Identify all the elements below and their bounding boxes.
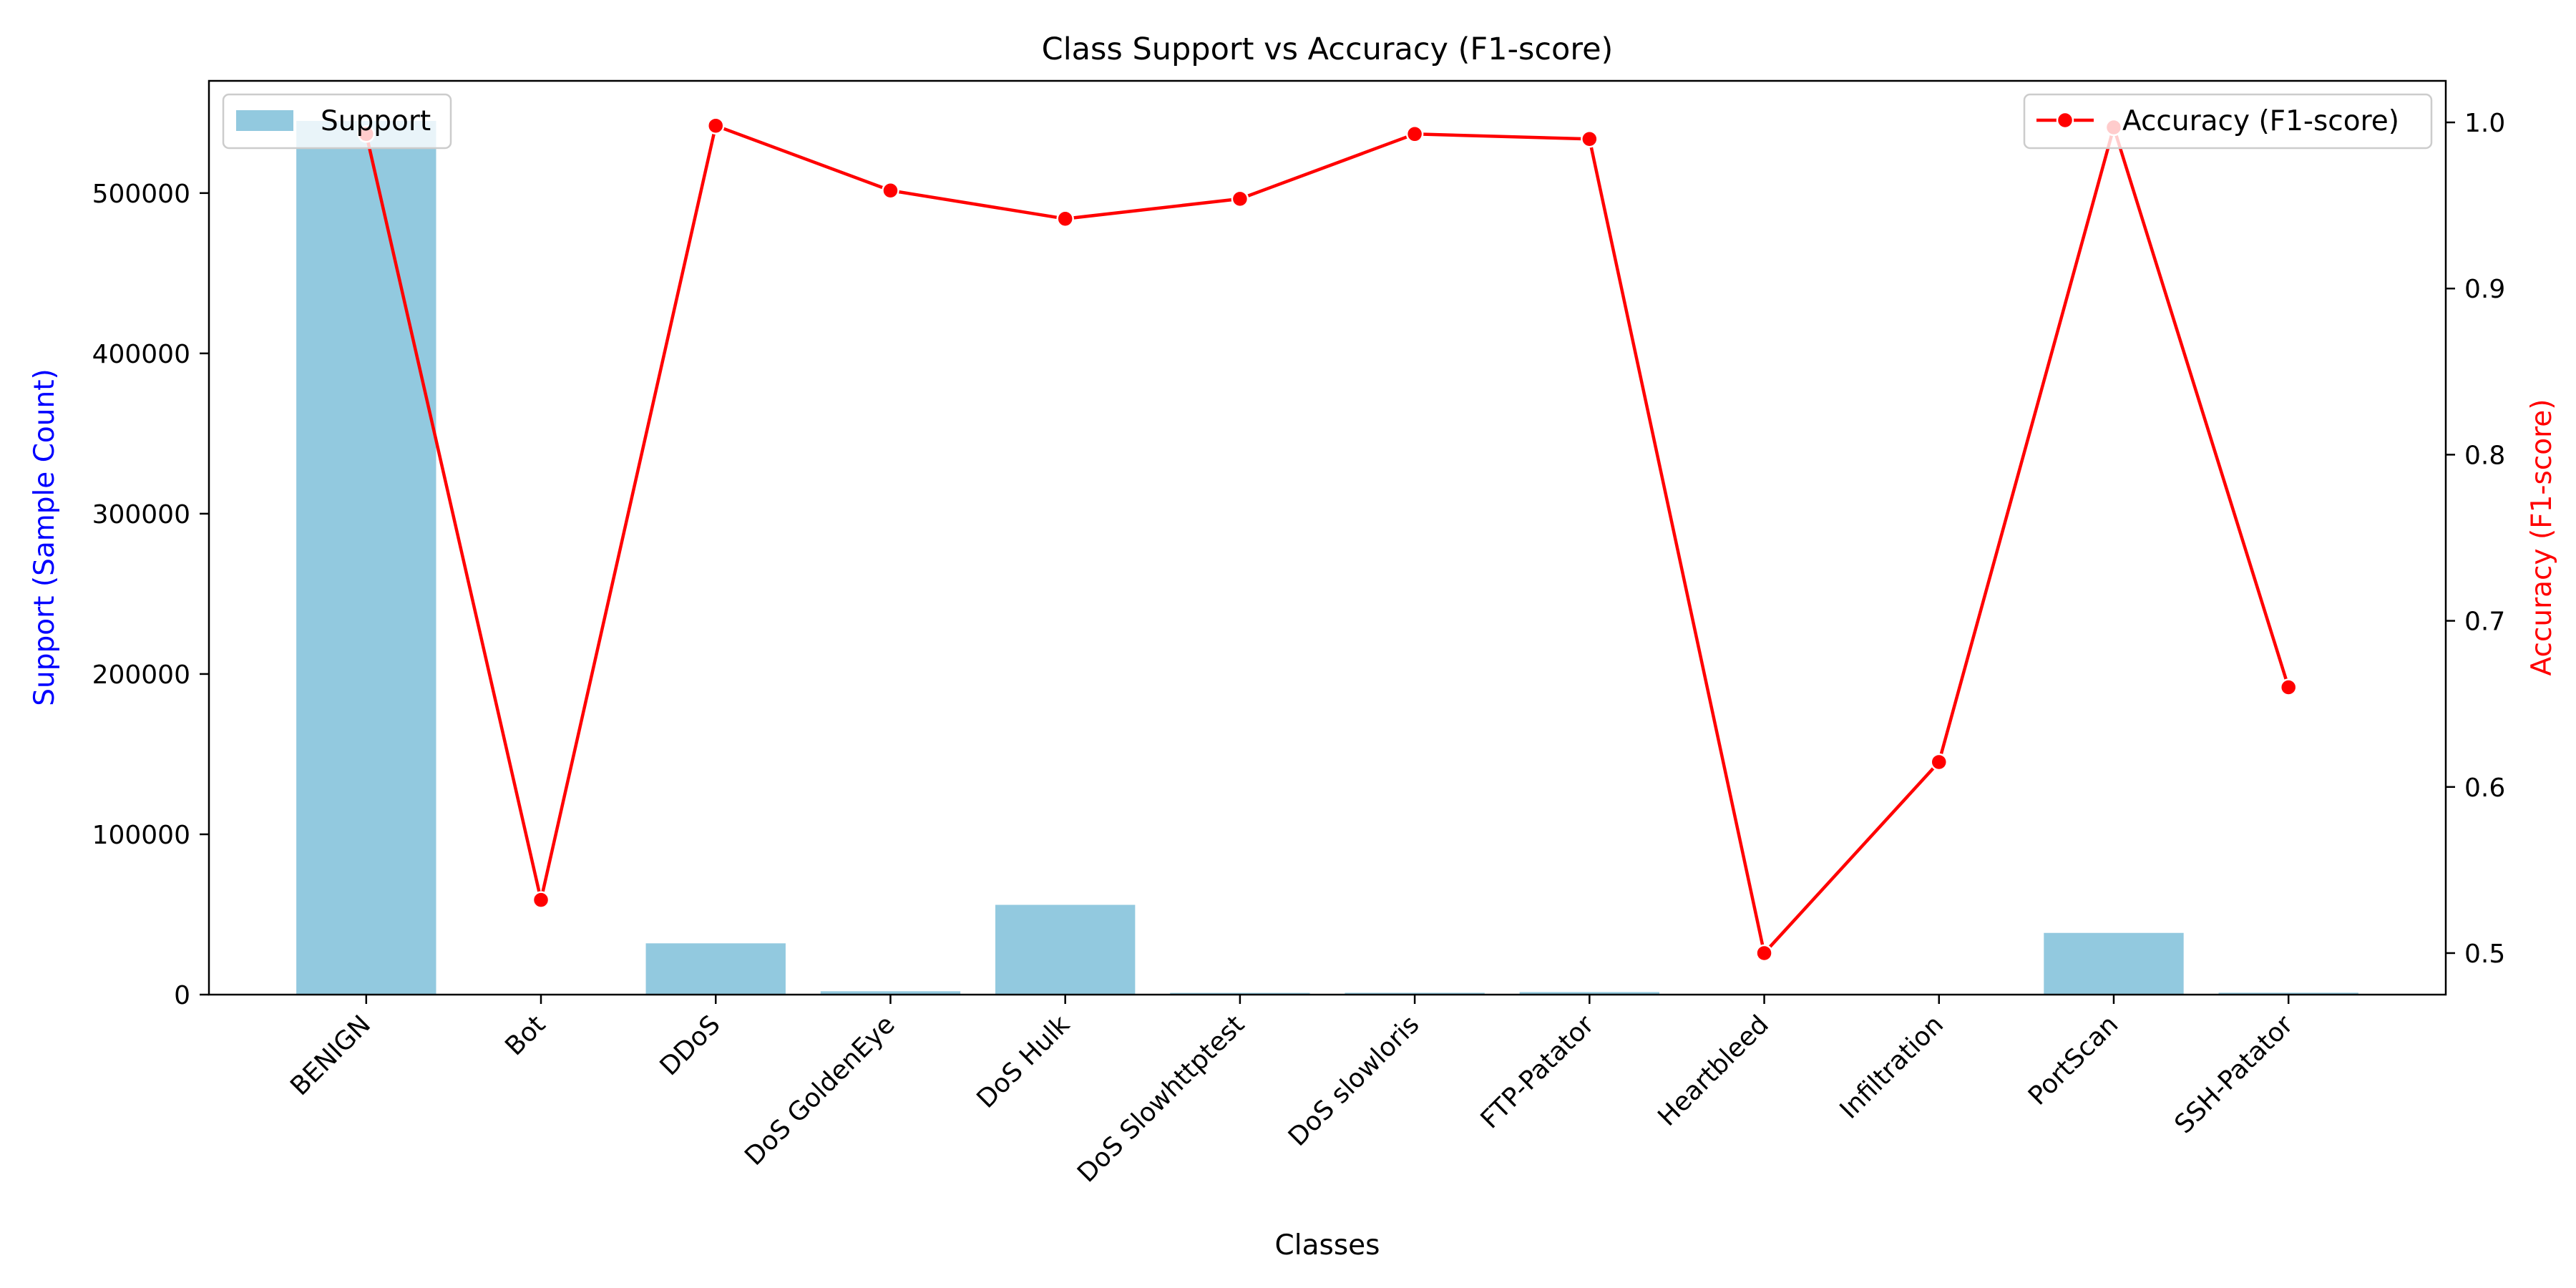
right-axis: 0.5 0.6 0.7 0.8 0.9 1.0 bbox=[2446, 109, 2505, 969]
left-tick-label-0: 0 bbox=[174, 981, 190, 1010]
right-tick-label-0-6: 0.6 bbox=[2464, 774, 2505, 803]
right-tick-label-0-5: 0.5 bbox=[2464, 940, 2505, 969]
bar-dos-hulk bbox=[995, 904, 1136, 995]
legend-accuracy-frame bbox=[2023, 93, 2433, 150]
legend-support-swatch bbox=[236, 110, 293, 131]
bar-ssh-patator bbox=[2218, 992, 2358, 995]
left-tick-label-200000: 200000 bbox=[92, 660, 190, 690]
left-tick-label-300000: 300000 bbox=[92, 500, 190, 530]
legend-accuracy-marker bbox=[2056, 111, 2074, 130]
left-tick-label-500000: 500000 bbox=[92, 180, 190, 209]
bar-dos-goldeneye bbox=[820, 991, 961, 995]
bar-portscan bbox=[2044, 932, 2184, 995]
bar-dos-slowloris bbox=[1345, 992, 1485, 995]
right-axis-title: Accuracy (F1-score) bbox=[2526, 399, 2558, 676]
accuracy-point-ssh-patator bbox=[2279, 678, 2298, 696]
left-tick-label-100000: 100000 bbox=[92, 821, 190, 850]
legend-support-label: Support bbox=[321, 105, 431, 137]
bar-ftp-patator bbox=[1519, 992, 1660, 995]
accuracy-point-ftp-patator bbox=[1581, 130, 1599, 148]
bar-benign bbox=[296, 121, 436, 995]
accuracy-point-dos-goldeneye bbox=[882, 181, 899, 200]
legend-accuracy-label: Accuracy (F1-score) bbox=[2122, 105, 2399, 137]
line-series bbox=[357, 117, 2298, 962]
bar-series bbox=[296, 121, 2358, 995]
accuracy-line bbox=[364, 124, 2290, 955]
accuracy-point-dos-slowhttptest bbox=[1231, 190, 1249, 208]
bar-ddos bbox=[645, 943, 786, 995]
accuracy-point-infiltration bbox=[1930, 753, 1948, 771]
legend-accuracy: Accuracy (F1-score) bbox=[2023, 93, 2433, 150]
accuracy-point-heartbleed bbox=[1755, 944, 1773, 962]
plot-area-frame bbox=[208, 79, 2447, 996]
accuracy-point-bot bbox=[532, 891, 550, 909]
left-tick-label-400000: 400000 bbox=[92, 340, 190, 369]
legend-support-frame bbox=[222, 93, 452, 150]
left-axis-title: Support (Sample Count) bbox=[29, 369, 61, 706]
accuracy-point-dos-hulk bbox=[1056, 210, 1074, 228]
accuracy-point-dos-slowloris bbox=[1405, 125, 1424, 143]
right-tick-label-0-7: 0.7 bbox=[2464, 608, 2505, 637]
right-tick-label-0-9: 0.9 bbox=[2464, 275, 2505, 304]
x-axis-title: Classes bbox=[1275, 1229, 1380, 1262]
right-tick-label-0-8: 0.8 bbox=[2464, 441, 2505, 470]
right-tick-label-1-0: 1.0 bbox=[2464, 109, 2505, 138]
chart-title: Class Support vs Accuracy (F1-score) bbox=[1042, 31, 1614, 67]
accuracy-point-ddos bbox=[706, 117, 725, 135]
left-axis: 0 100000 200000 300000 400000 500000 bbox=[92, 180, 209, 1010]
legend-support: Support bbox=[222, 93, 452, 150]
